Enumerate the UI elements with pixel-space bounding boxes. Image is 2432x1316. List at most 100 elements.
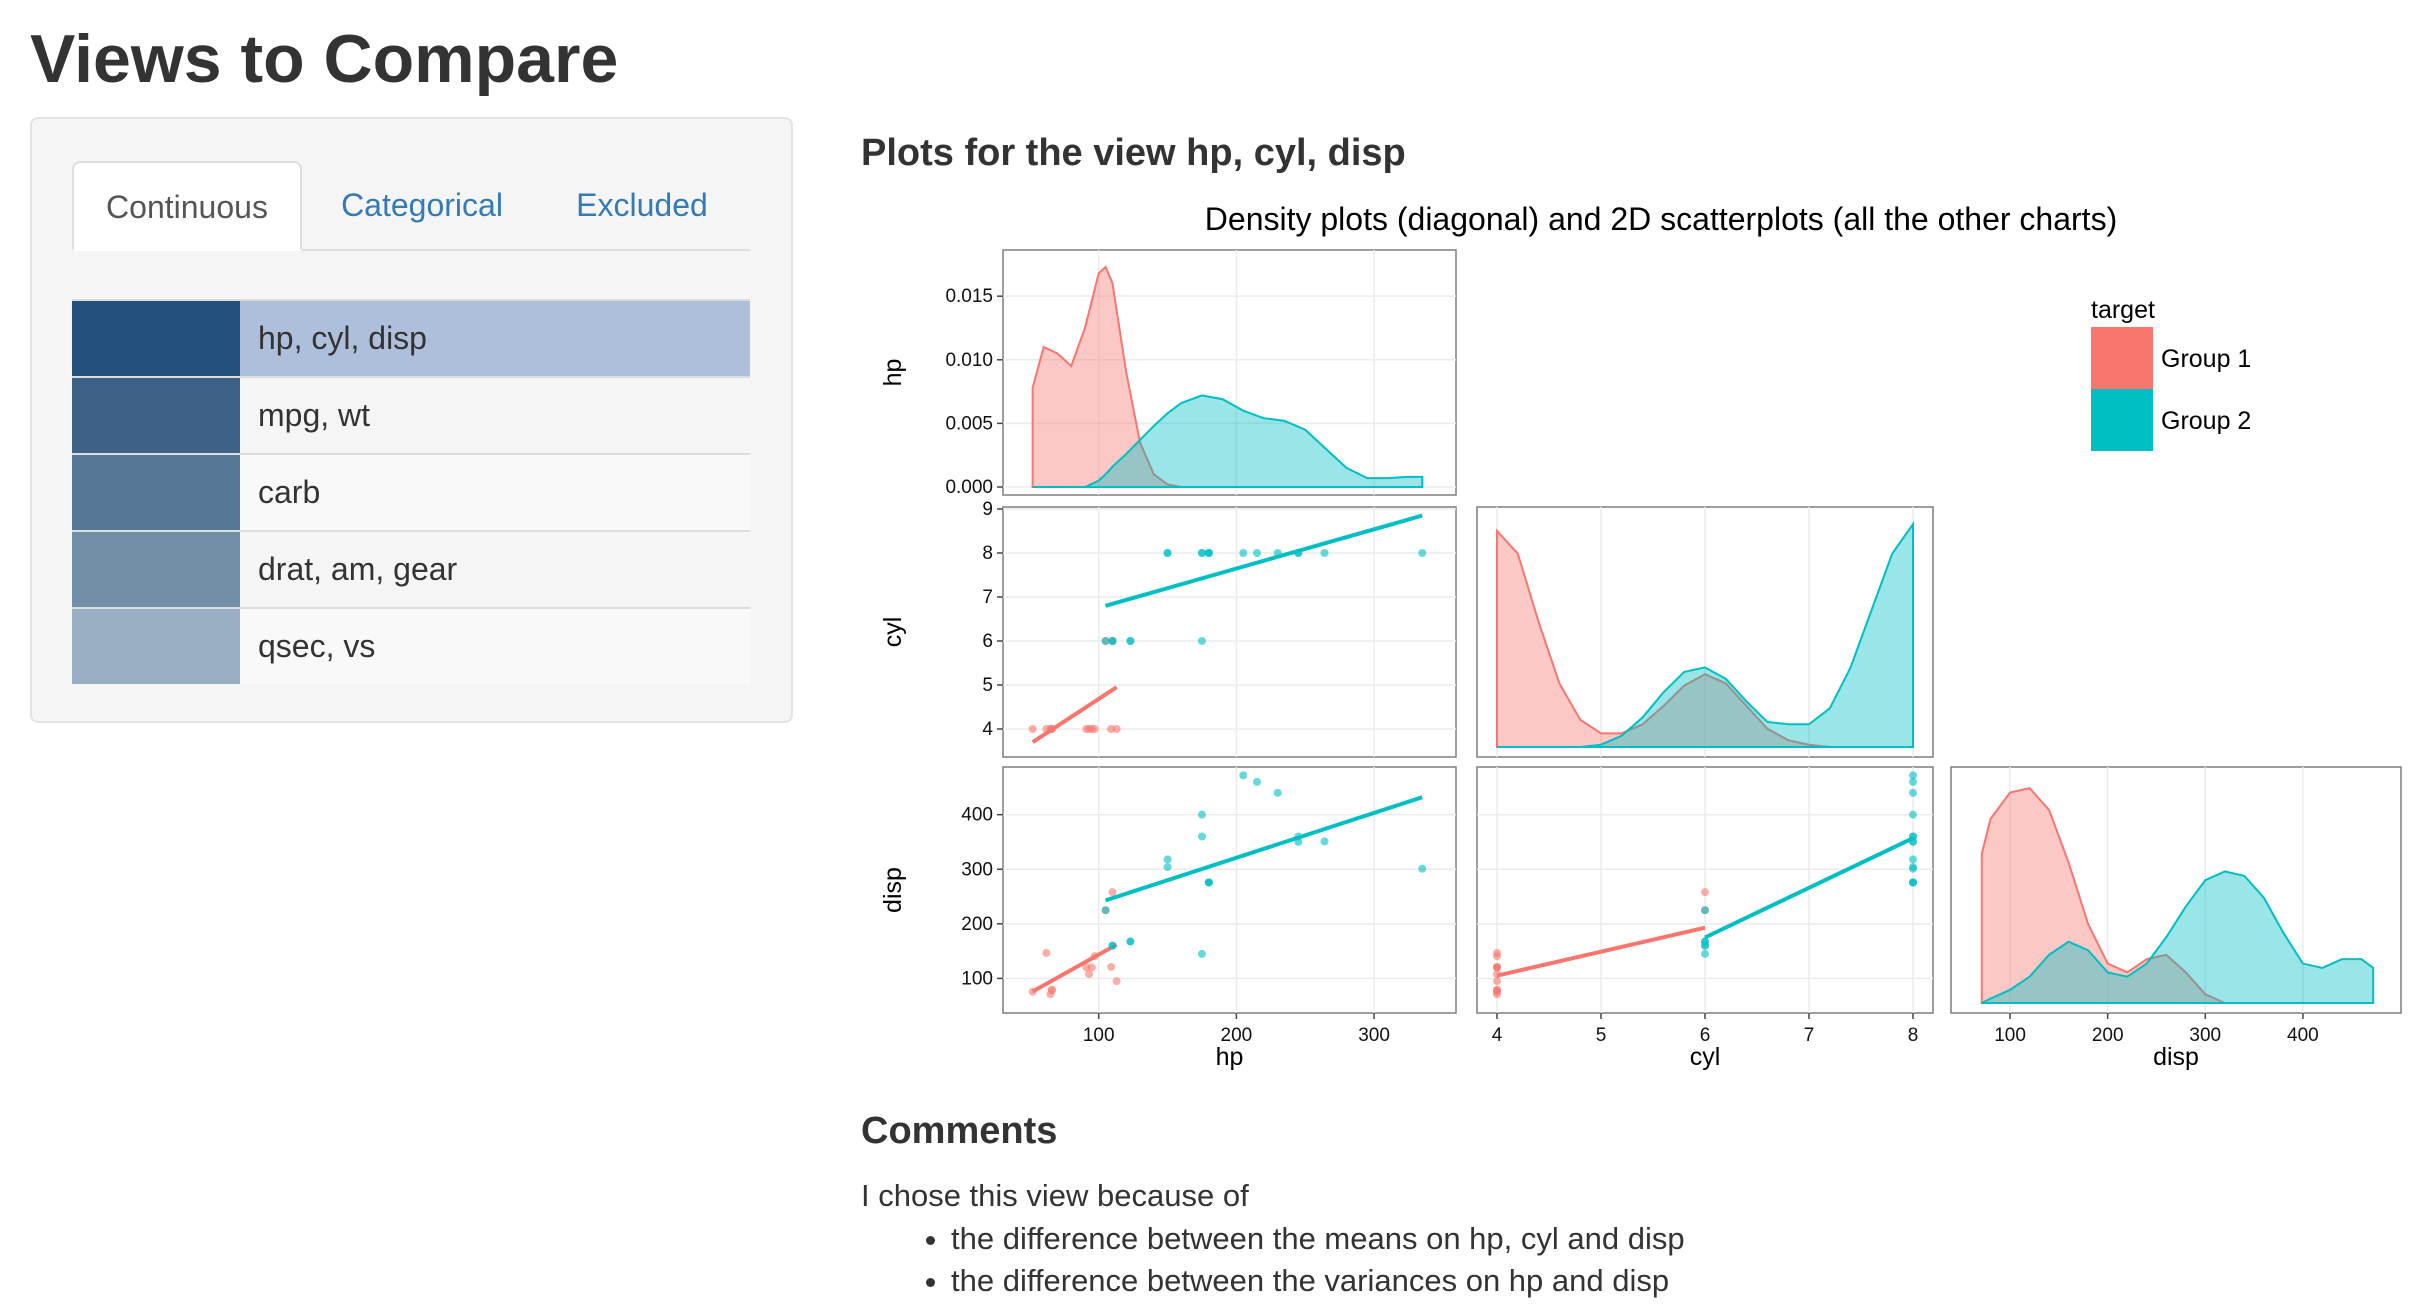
scatter-point — [1028, 725, 1037, 733]
scatter-point — [1493, 977, 1501, 986]
y-tick-label: 0.010 — [945, 350, 993, 371]
fit-line — [1104, 795, 1423, 903]
x-axis-label-disp: disp — [2153, 1043, 2199, 1071]
density-area-group-2 — [1981, 870, 2375, 1004]
tab-categorical[interactable]: Categorical — [341, 187, 503, 223]
scatter-point — [1197, 832, 1206, 841]
view-color-swatch — [72, 301, 240, 376]
y-tick-label: 400 — [961, 805, 993, 826]
scatter-point — [1493, 962, 1501, 971]
scatter-point — [1909, 855, 1917, 864]
comment-item: the difference between the means on hp, … — [951, 1218, 1685, 1260]
page-title: Views to Compare — [30, 21, 619, 97]
view-color-swatch — [72, 455, 240, 530]
scatter-point — [1320, 837, 1329, 846]
view-color-swatch — [72, 532, 240, 607]
scatter-point — [1126, 937, 1135, 946]
scatter-point — [1701, 906, 1709, 915]
legend-swatch — [2091, 327, 2153, 389]
x-tick-label: 200 — [2092, 1025, 2124, 1046]
legend-title: target — [2091, 296, 2155, 324]
x-tick-label: 100 — [1083, 1025, 1115, 1046]
x-axis-label-hp: hp — [1216, 1043, 1244, 1071]
fit-line — [1031, 942, 1118, 994]
scatter-point — [1273, 788, 1282, 797]
fit-line — [1704, 836, 1914, 940]
plots-heading: Plots for the view hp, cyl, disp — [861, 132, 1406, 174]
scatter-point — [1047, 985, 1056, 994]
scatter-point — [1090, 725, 1099, 733]
scatter-point — [1701, 937, 1709, 946]
y-tick-label: 5 — [982, 675, 993, 696]
scatter-point — [1701, 949, 1709, 958]
scatter-point — [1087, 963, 1096, 972]
legend-swatch — [2091, 389, 2153, 451]
view-row-carb[interactable]: carb — [72, 453, 750, 530]
view-color-swatch — [72, 609, 240, 684]
scatter-point — [1197, 637, 1206, 645]
view-color-swatch — [72, 378, 240, 453]
fit-line — [1105, 513, 1423, 608]
scatter-point — [1701, 888, 1709, 897]
y-axis-label-hp: hp — [879, 359, 907, 387]
scatter-point — [1107, 725, 1116, 733]
chart-title: Density plots (diagonal) and 2D scatterp… — [1205, 201, 2117, 237]
views-panel: Continuous Categorical Excluded hp, cyl,… — [30, 117, 793, 723]
x-tick-label: 4 — [1492, 1025, 1503, 1046]
scatter-point — [1197, 810, 1206, 819]
view-row-mpg-wt[interactable]: mpg, wt — [72, 376, 750, 453]
y-tick-label: 0.015 — [945, 286, 993, 307]
view-label: carb — [258, 474, 321, 510]
comment-item: the difference between the variances on … — [951, 1260, 1685, 1302]
scatter-point — [1253, 549, 1262, 557]
y-axis-label-disp: disp — [879, 867, 907, 913]
scatter-point — [1239, 771, 1248, 780]
scatter-point — [1204, 549, 1213, 557]
view-label: qsec, vs — [258, 628, 376, 664]
comments-intro: I chose this view because of — [861, 1178, 1249, 1213]
view-type-tabs: Continuous Categorical Excluded — [72, 161, 750, 251]
scatter-point — [1909, 771, 1917, 780]
fit-line — [1496, 925, 1706, 978]
x-tick-label: 300 — [2189, 1025, 2221, 1046]
comments-heading: Comments — [861, 1110, 1058, 1152]
panel-frame — [1002, 249, 1457, 496]
scatter-point — [1163, 863, 1172, 872]
x-tick-label: 5 — [1596, 1025, 1607, 1046]
scatter-point — [1197, 549, 1206, 557]
view-row-hp-cyl-disp[interactable]: hp, cyl, disp — [72, 299, 750, 376]
scatter-point — [1101, 637, 1110, 645]
tab-excluded[interactable]: Excluded — [576, 187, 708, 223]
scatter-point — [1126, 637, 1135, 645]
y-tick-label: 4 — [982, 719, 993, 740]
scatter-point — [1042, 948, 1051, 957]
view-label: hp, cyl, disp — [258, 320, 427, 356]
pairs-plot-chart: Density plots (diagonal) and 2D scatterp… — [879, 201, 2402, 1071]
scatter-point — [1163, 855, 1172, 864]
view-row-qsec-vs[interactable]: qsec, vs — [72, 607, 750, 684]
y-tick-label: 6 — [982, 631, 993, 652]
y-tick-label: 200 — [961, 914, 993, 935]
x-tick-label: 200 — [1221, 1025, 1253, 1046]
y-tick-label: 9 — [982, 499, 993, 520]
x-tick-label: 8 — [1908, 1025, 1919, 1046]
scatter-point — [1909, 878, 1917, 887]
scatter-point — [1253, 777, 1262, 786]
panel-frame — [1002, 766, 1457, 1014]
scatter-point — [1197, 949, 1206, 958]
scatter-point — [1239, 549, 1248, 557]
scatter-point — [1320, 549, 1329, 557]
y-tick-label: 8 — [982, 543, 993, 564]
density-area-group-2 — [1497, 520, 1914, 748]
y-tick-label: 0.000 — [945, 477, 993, 498]
panel-frame — [1950, 766, 2402, 1014]
scatter-point — [1418, 549, 1427, 557]
view-row-drat-am-gear[interactable]: drat, am, gear — [72, 530, 750, 607]
scatter-point — [1909, 788, 1917, 797]
tab-continuous[interactable]: Continuous — [72, 161, 302, 251]
scatter-point — [1909, 864, 1917, 873]
scatter-point — [1418, 864, 1427, 873]
x-tick-label: 6 — [1700, 1025, 1711, 1046]
y-tick-label: 100 — [961, 968, 993, 989]
scatter-point — [1101, 906, 1110, 915]
